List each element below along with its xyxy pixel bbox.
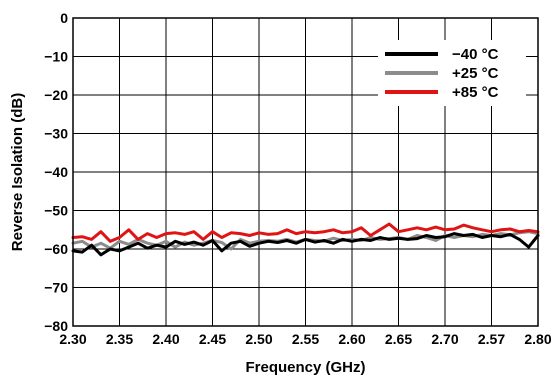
x-tick-label: 2.65: [385, 331, 412, 347]
y-tick-label: −30: [44, 126, 68, 142]
grid: [73, 18, 538, 326]
legend-label: +25 °C: [452, 65, 499, 82]
y-tick-label: −50: [44, 203, 68, 219]
x-tick-label: 2.35: [106, 331, 133, 347]
x-tick-label: 2.45: [199, 331, 226, 347]
y-axis-ticks: 0 −10 −20 −30 −40 −50 −60 −70 −80: [44, 10, 68, 334]
x-axis-label: Frequency (GHz): [245, 359, 365, 376]
x-tick-label: 2.80: [524, 331, 551, 347]
y-tick-label: −70: [44, 280, 68, 296]
y-tick-label: −20: [44, 87, 68, 103]
x-tick-label: 2.40: [152, 331, 179, 347]
y-tick-label: −10: [44, 49, 68, 65]
x-tick-label: 2.55: [292, 331, 319, 347]
y-tick-label: −60: [44, 241, 68, 257]
x-tick-label: 2.50: [245, 331, 272, 347]
y-axis-label: Reverse Isolation (dB): [9, 93, 26, 251]
legend-label: +85 °C: [452, 84, 499, 101]
plot-frame: [72, 17, 539, 327]
y-tick-label: −80: [44, 318, 68, 334]
legend: −40 °C +25 °C +85 °C: [378, 40, 526, 106]
series-layer: [71, 222, 540, 257]
x-tick-label: 2.30: [59, 331, 86, 347]
x-tick-label: 2.57: [478, 331, 505, 347]
y-tick-label: 0: [60, 10, 68, 26]
x-tick-label: 2.70: [431, 331, 458, 347]
legend-label: −40 °C: [452, 46, 499, 63]
series-line-1: [71, 232, 540, 257]
x-axis-ticks: 2.30 2.35 2.40 2.45 2.50 2.55 2.60 2.65 2.70 2.57…: [59, 331, 551, 347]
y-tick-label: −40: [44, 164, 68, 180]
x-tick-label: 2.60: [338, 331, 365, 347]
series-line-3: [71, 222, 540, 243]
